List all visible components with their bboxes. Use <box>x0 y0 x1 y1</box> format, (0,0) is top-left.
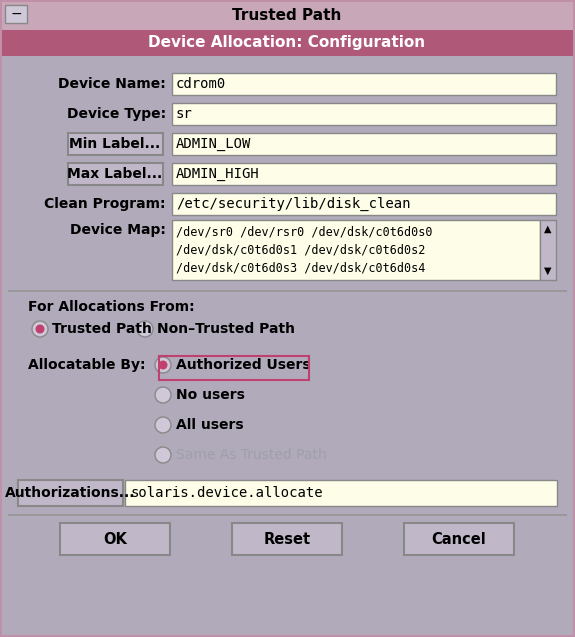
Bar <box>404 523 514 555</box>
Bar <box>172 103 556 125</box>
Text: solaris.device.allocate: solaris.device.allocate <box>131 486 324 500</box>
Text: Allocatable By:: Allocatable By: <box>28 358 145 372</box>
Text: ADMIN_HIGH: ADMIN_HIGH <box>176 167 260 181</box>
Circle shape <box>32 321 48 337</box>
Text: ▲: ▲ <box>545 224 552 234</box>
Circle shape <box>159 361 167 369</box>
Text: /dev/dsk/c0t6d0s1 /dev/dsk/c0t6d0s2: /dev/dsk/c0t6d0s1 /dev/dsk/c0t6d0s2 <box>176 243 426 257</box>
Circle shape <box>137 321 153 337</box>
Text: Reset: Reset <box>263 531 311 547</box>
Bar <box>159 356 309 380</box>
Bar <box>8 290 567 292</box>
Text: Authorizations...: Authorizations... <box>5 486 135 500</box>
Circle shape <box>155 417 171 433</box>
Bar <box>18 480 123 506</box>
Bar <box>60 523 170 555</box>
Bar <box>172 163 556 185</box>
Text: Min Label...: Min Label... <box>70 137 160 151</box>
Bar <box>68 133 163 155</box>
Bar <box>172 220 540 280</box>
Circle shape <box>155 447 171 463</box>
Bar <box>2 30 573 56</box>
Circle shape <box>155 357 171 373</box>
Bar <box>2 2 573 30</box>
Text: −: − <box>10 7 22 21</box>
Text: Device Map:: Device Map: <box>70 223 166 237</box>
Text: sr: sr <box>176 107 193 121</box>
Circle shape <box>155 387 171 403</box>
Text: Non–Trusted Path: Non–Trusted Path <box>157 322 295 336</box>
Bar <box>8 514 567 515</box>
Text: Device Type:: Device Type: <box>67 107 166 121</box>
Text: OK: OK <box>103 531 127 547</box>
Text: Authorized Users: Authorized Users <box>176 358 310 372</box>
Bar <box>540 220 556 280</box>
Text: Clean Program:: Clean Program: <box>44 197 166 211</box>
Bar <box>5 5 27 23</box>
Text: ADMIN_LOW: ADMIN_LOW <box>176 137 251 151</box>
Text: Trusted Path: Trusted Path <box>52 322 152 336</box>
Text: Max Label...: Max Label... <box>67 167 163 181</box>
Text: For Allocations From:: For Allocations From: <box>28 300 194 314</box>
Text: /etc/security/lib/disk_clean: /etc/security/lib/disk_clean <box>176 197 411 211</box>
Bar <box>125 480 557 506</box>
Bar <box>172 73 556 95</box>
Text: Cancel: Cancel <box>432 531 486 547</box>
Text: /dev/dsk/c0t6d0s3 /dev/dsk/c0t6d0s4: /dev/dsk/c0t6d0s3 /dev/dsk/c0t6d0s4 <box>176 262 426 275</box>
Text: Trusted Path: Trusted Path <box>232 8 342 24</box>
Circle shape <box>36 324 44 334</box>
Bar <box>172 193 556 215</box>
Text: All users: All users <box>176 418 244 432</box>
Text: cdrom0: cdrom0 <box>176 77 226 91</box>
Bar <box>68 163 163 185</box>
Bar <box>172 133 556 155</box>
Text: Same As Trusted Path: Same As Trusted Path <box>176 448 327 462</box>
Text: Device Allocation: Configuration: Device Allocation: Configuration <box>148 36 426 50</box>
Text: Device Name:: Device Name: <box>58 77 166 91</box>
Text: /dev/sr0 /dev/rsr0 /dev/dsk/c0t6d0s0: /dev/sr0 /dev/rsr0 /dev/dsk/c0t6d0s0 <box>176 225 432 238</box>
Bar <box>232 523 342 555</box>
Text: No users: No users <box>176 388 245 402</box>
Text: ▼: ▼ <box>545 266 552 276</box>
